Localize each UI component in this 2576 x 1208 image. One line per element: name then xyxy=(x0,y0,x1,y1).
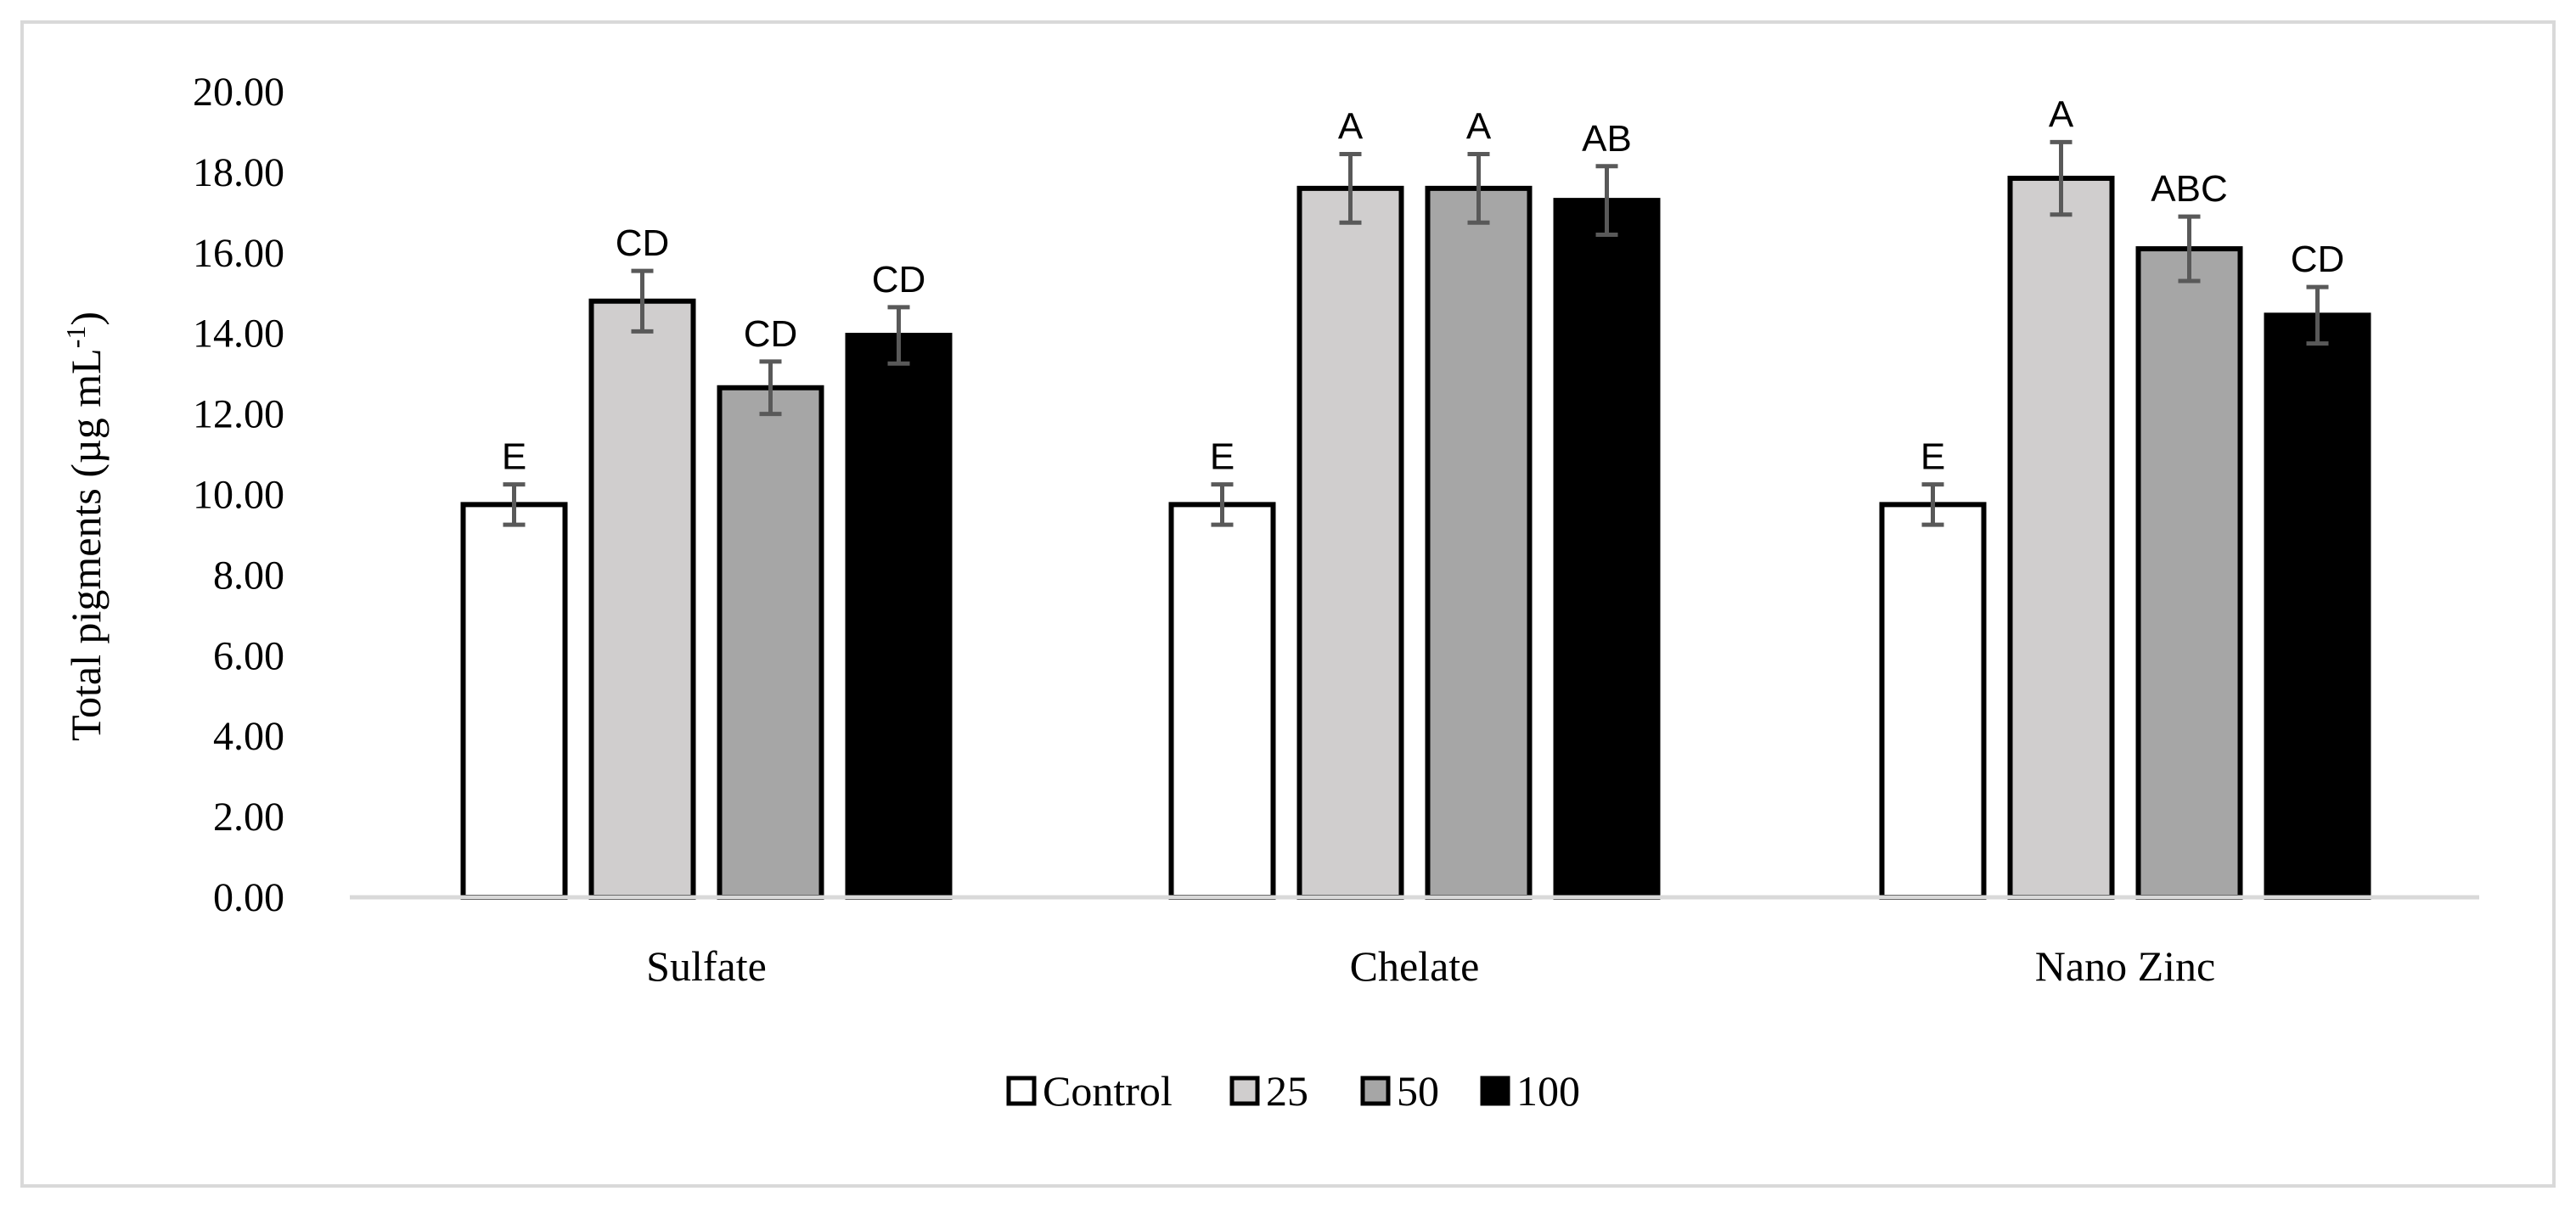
significance-letter: AB xyxy=(1582,118,1632,160)
y-tick-label: 18.00 xyxy=(193,150,284,195)
bar-25-sulfate xyxy=(588,298,696,900)
bar-100-sulfate xyxy=(845,333,953,900)
bar-control-nano-zinc xyxy=(1879,502,1987,900)
significance-letter: A xyxy=(1338,106,1364,148)
y-tick-label: 12.00 xyxy=(193,392,284,437)
category-label: Chelate xyxy=(1350,942,1480,990)
y-tick-label: 0.00 xyxy=(213,875,284,920)
significance-letter: E xyxy=(1921,436,1945,478)
bars xyxy=(460,176,2371,901)
bar-100-chelate xyxy=(1553,198,1661,901)
legend-label-100: 100 xyxy=(1516,1067,1580,1115)
legend-swatch-100 xyxy=(1480,1076,1510,1106)
legend-swatch-25 xyxy=(1229,1076,1260,1106)
y-axis-title: Total pigments (µg mL-1) xyxy=(60,312,110,741)
y-axis-title-close: ) xyxy=(62,312,110,326)
significance-letters: E CD CD CD E A A AB E A ABC CD xyxy=(502,93,2344,477)
bar-control-chelate xyxy=(1168,502,1276,900)
bar-25-nano-zinc xyxy=(2007,176,2115,900)
y-tick-label: 14.00 xyxy=(193,312,284,357)
legend-label-50: 50 xyxy=(1397,1067,1439,1115)
y-axis-tick-labels: 0.00 2.00 4.00 6.00 8.00 10.00 12.00 14.00 16.00… xyxy=(193,70,284,920)
significance-letter: ABC xyxy=(2151,168,2227,210)
chart-frame xyxy=(20,20,2556,1188)
bar-50-nano-zinc xyxy=(2135,246,2243,900)
y-tick-label: 8.00 xyxy=(213,553,284,598)
significance-letter: A xyxy=(2049,93,2074,135)
legend-label-25: 25 xyxy=(1266,1067,1308,1115)
significance-letter: CD xyxy=(744,313,798,355)
legend-swatch-control xyxy=(1006,1076,1037,1106)
y-tick-label: 10.00 xyxy=(193,473,284,518)
significance-letter: CD xyxy=(616,222,670,264)
bar-50-sulfate xyxy=(717,385,824,900)
category-label: Sulfate xyxy=(646,942,767,990)
significance-letter: CD xyxy=(2291,239,2345,280)
y-tick-label: 2.00 xyxy=(213,795,284,840)
bar-control-sulfate xyxy=(460,502,568,900)
category-labels: Sulfate Chelate Nano Zinc xyxy=(646,942,2215,990)
significance-letter: CD xyxy=(872,259,926,301)
y-tick-label: 6.00 xyxy=(213,633,284,678)
significance-letter: A xyxy=(1466,106,1492,148)
category-label: Nano Zinc xyxy=(2035,942,2215,990)
y-tick-label: 16.00 xyxy=(193,231,284,276)
y-axis-title-main: Total pigments (µg mL xyxy=(62,348,110,741)
y-tick-label: 20.00 xyxy=(193,70,284,115)
legend-swatch-50 xyxy=(1360,1076,1391,1106)
bar-50-chelate xyxy=(1425,185,1533,900)
y-tick-label: 4.00 xyxy=(213,714,284,759)
y-axis-title-superscript: -1 xyxy=(60,326,91,349)
bar-100-nano-zinc xyxy=(2264,312,2371,901)
bar-25-chelate xyxy=(1296,185,1404,900)
legend: Control 25 50 100 xyxy=(1006,1067,1580,1115)
legend-label-control: Control xyxy=(1043,1067,1173,1115)
significance-letter: E xyxy=(1210,436,1235,478)
error-bars xyxy=(503,139,2329,527)
significance-letter: E xyxy=(502,436,526,478)
